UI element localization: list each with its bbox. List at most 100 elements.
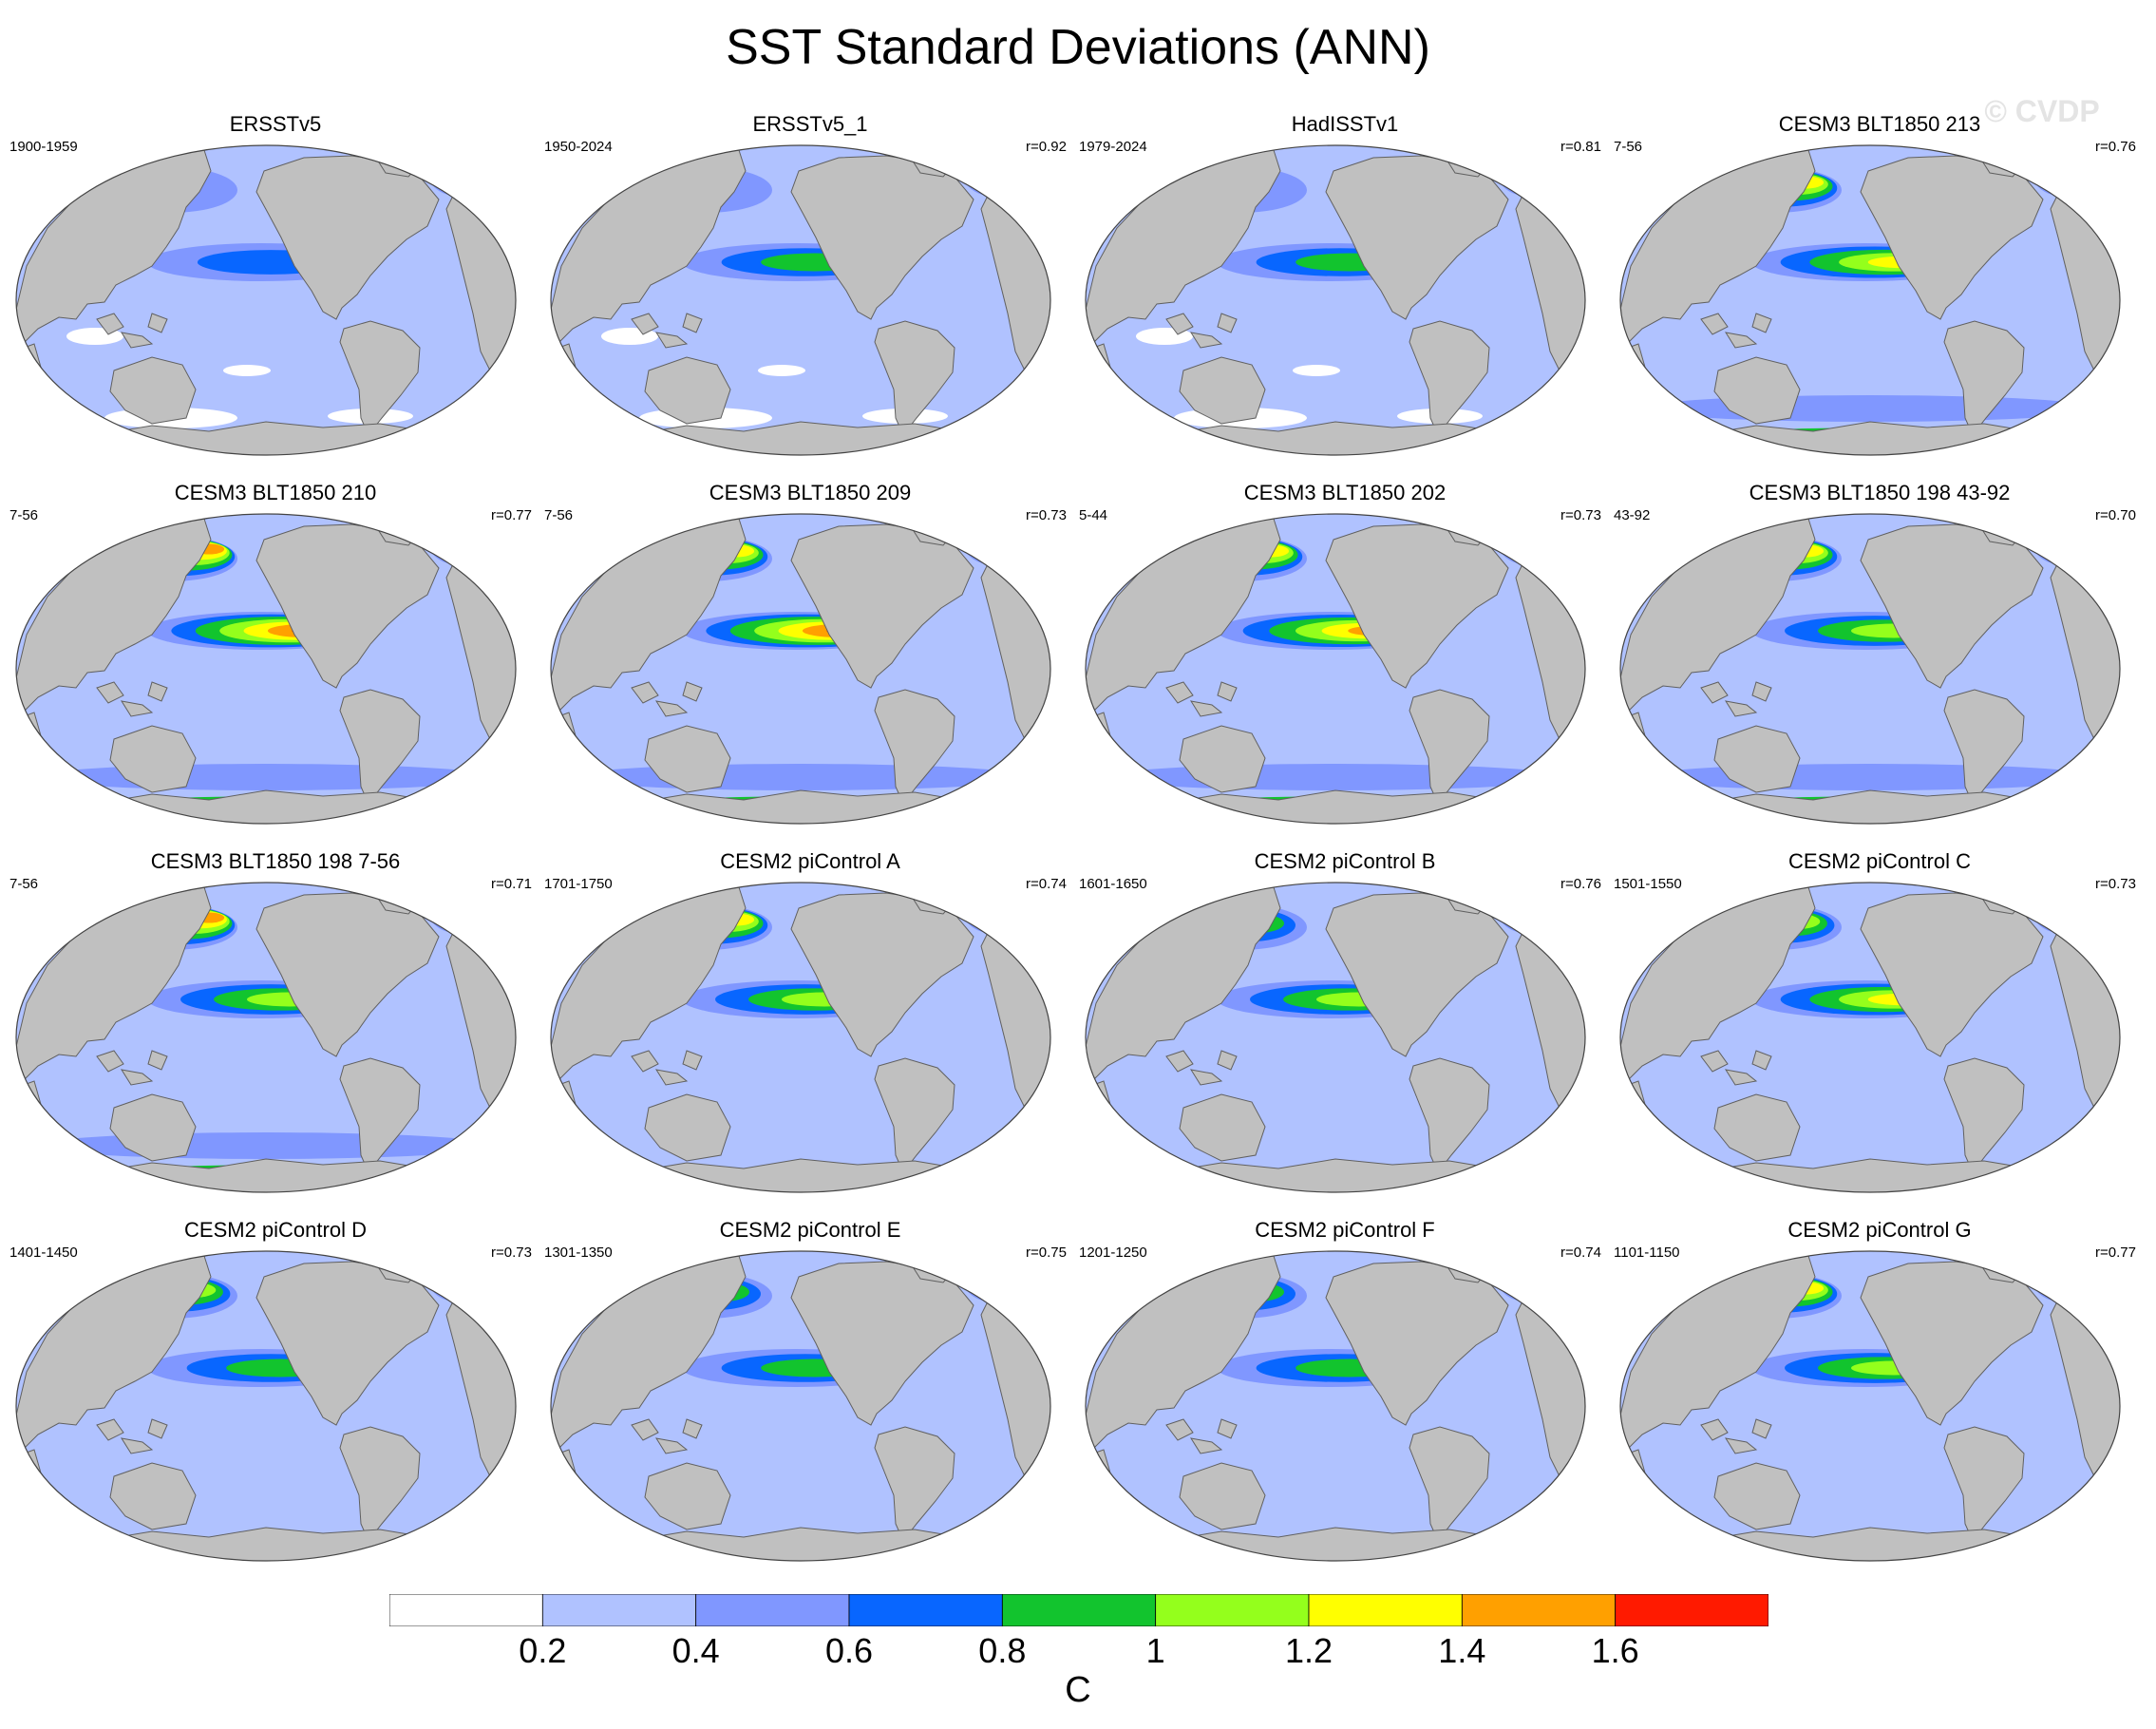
southern-ocean-band xyxy=(1642,764,2098,790)
north-atlantic-contour xyxy=(2052,532,2069,547)
map-outline xyxy=(15,1250,517,1562)
land-mass xyxy=(109,1093,197,1162)
land-mass xyxy=(1697,1158,2062,1192)
north-atlantic-contour xyxy=(982,532,999,547)
sst-stddev-map xyxy=(550,882,1051,1193)
map-outline xyxy=(1619,1250,2121,1562)
land-mass xyxy=(1697,421,2062,455)
north-atlantic-contour xyxy=(436,522,476,557)
north-atlantic-contour xyxy=(440,895,472,922)
cvdp-watermark: © CVDP xyxy=(1984,94,2099,128)
north-atlantic-contour xyxy=(2036,1256,2084,1298)
panel-pattern-correlation: r=0.73 xyxy=(1560,507,1601,523)
colorbar-tick-label: 1.2 xyxy=(1284,1631,1333,1670)
sst-stddev-map xyxy=(15,144,517,456)
north-atlantic-contour xyxy=(440,526,472,553)
colorbar-swatch xyxy=(541,1594,697,1626)
north-atlantic-contour xyxy=(1502,519,1549,560)
north-atlantic-contour xyxy=(977,897,1004,920)
panel-title: CESM2 piControl G xyxy=(1787,1218,1972,1242)
land-mass xyxy=(1700,1050,1772,1086)
panel-title: CESM3 BLT1850 198 43-92 xyxy=(1749,481,2011,504)
panel-year-range: 7-56 xyxy=(9,876,39,892)
map-panel: CESM2 piControl D 1401-1450 r=0.73 xyxy=(9,1218,541,1579)
north-atlantic-contour xyxy=(972,892,1010,924)
low-variability-patch xyxy=(1293,365,1340,376)
panel-title: CESM2 piControl B xyxy=(1254,849,1436,873)
land-mass xyxy=(1409,1426,1490,1542)
panel-title: ERSSTv5_1 xyxy=(752,112,868,136)
colorbar-tick-label: 1 xyxy=(1145,1631,1165,1670)
colorbar-swatch xyxy=(1461,1594,1617,1626)
land-mass xyxy=(1165,313,1238,349)
north-atlantic-contour xyxy=(2052,163,2069,179)
colorbar-tick-label: 1.4 xyxy=(1438,1631,1486,1670)
colorbar xyxy=(389,1594,1768,1626)
north-atlantic-contour xyxy=(1504,890,1546,926)
north-atlantic-contour xyxy=(962,884,1019,933)
map-panel: CESM2 piControl F 1201-1250 r=0.74 xyxy=(1079,1218,1611,1579)
north-atlantic-contour xyxy=(1506,523,1544,556)
sst-stddev-map xyxy=(15,513,517,825)
map-outline xyxy=(1085,882,1586,1193)
land-mass xyxy=(96,1050,168,1086)
panel-pattern-correlation: r=0.74 xyxy=(1560,1244,1601,1261)
land-mass xyxy=(93,421,458,455)
land-mass xyxy=(1713,1093,1801,1162)
colorbar-tick-label: 1.6 xyxy=(1591,1631,1639,1670)
panel-title: CESM3 BLT1850 209 xyxy=(709,481,912,504)
land-mass xyxy=(628,789,993,824)
land-mass xyxy=(1700,313,1772,349)
colorbar-tick-label: 0.8 xyxy=(978,1631,1027,1670)
panel-pattern-correlation: r=0.76 xyxy=(1560,876,1601,892)
north-atlantic-contour xyxy=(2047,160,2073,182)
north-atlantic-contour xyxy=(427,515,484,564)
southern-ocean-band xyxy=(38,1132,494,1159)
panel-title: CESM2 piControl F xyxy=(1255,1218,1435,1242)
land-mass xyxy=(1409,1057,1490,1173)
map-outline xyxy=(1619,144,2121,456)
land-mass xyxy=(339,1426,421,1542)
low-variability-patch xyxy=(758,365,805,376)
watermark-text: © CVDP xyxy=(1984,94,2099,128)
north-atlantic-contour xyxy=(1517,532,1534,547)
panel-pattern-correlation: r=0.77 xyxy=(491,507,532,523)
north-atlantic-contour xyxy=(433,1257,479,1297)
panel-year-range: 1701-1750 xyxy=(544,876,613,892)
north-atlantic-contour xyxy=(977,528,1004,551)
map-outline xyxy=(550,882,1051,1193)
north-atlantic-contour xyxy=(1497,515,1554,564)
land-mass xyxy=(644,356,731,425)
southern-ocean-band xyxy=(573,764,1029,790)
colorbar-swatch xyxy=(1308,1594,1463,1626)
land-mass xyxy=(628,1527,993,1561)
colorbar-tick-label: 0.2 xyxy=(519,1631,567,1670)
north-atlantic-contour xyxy=(427,1252,484,1302)
land-mass xyxy=(1409,320,1490,436)
land-mass xyxy=(1409,689,1490,805)
map-panel: CESM2 piControl A 1701-1750 r=0.74 xyxy=(544,849,1076,1210)
panel-year-range: 1101-1150 xyxy=(1614,1244,1680,1261)
panel-year-range: 1950-2024 xyxy=(544,139,613,155)
sst-stddev-map xyxy=(15,882,517,1193)
north-atlantic-contour xyxy=(982,901,999,916)
map-outline xyxy=(1619,882,2121,1193)
land-mass xyxy=(1700,681,1772,717)
north-atlantic-contour xyxy=(436,891,476,925)
panel-title: CESM2 piControl D xyxy=(184,1218,367,1242)
land-mass xyxy=(339,320,421,436)
land-mass xyxy=(1165,681,1238,717)
map-panel: HadISSTv1 1979-2024 r=0.81 xyxy=(1079,112,1611,473)
sst-stddev-map xyxy=(1619,1250,2121,1562)
land-mass xyxy=(1165,1050,1238,1086)
map-panel: CESM3 BLT1850 198 7-56 7-56 r=0.71 xyxy=(9,849,541,1210)
panel-year-range: 1900-1959 xyxy=(9,139,78,155)
land-mass xyxy=(644,1462,731,1530)
panel-title: CESM3 BLT1850 198 7-56 xyxy=(150,849,401,873)
southern-ocean-band xyxy=(1107,764,1563,790)
north-atlantic-contour xyxy=(446,1268,465,1285)
land-mass xyxy=(1700,1418,1772,1454)
north-atlantic-contour xyxy=(2047,1265,2073,1288)
panel-title: CESM2 piControl A xyxy=(720,849,900,873)
sst-stddev-map xyxy=(1085,1250,1586,1562)
